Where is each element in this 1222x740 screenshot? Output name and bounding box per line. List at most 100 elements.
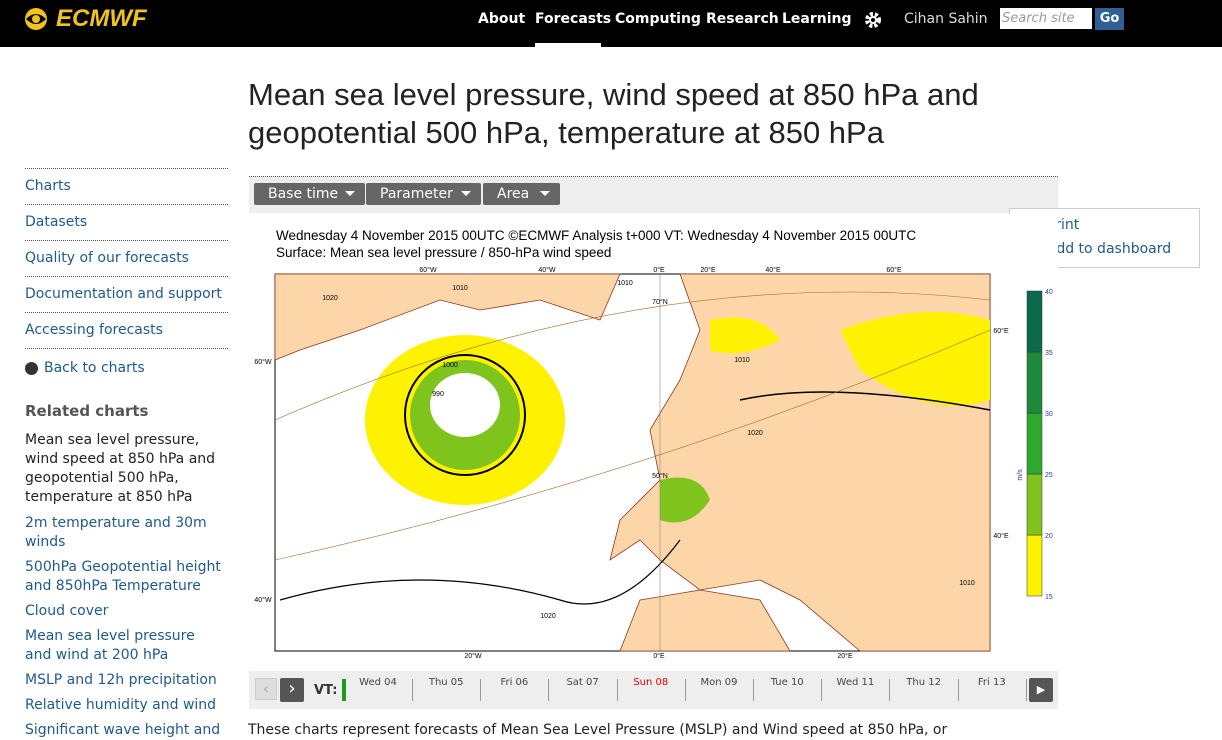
day-label[interactable]: Mon 09	[700, 677, 738, 688]
search-input[interactable]: Search site	[1000, 8, 1092, 29]
vt-label: VT:	[314, 683, 338, 698]
dropdown-button[interactable]: Parameter	[366, 183, 481, 205]
back-icon	[25, 362, 38, 375]
colorbar-tick: 35	[1045, 350, 1053, 357]
day-tick	[1025, 679, 1027, 701]
colorbar-tick: 20	[1045, 533, 1053, 540]
related-heading: Related charts	[25, 402, 149, 420]
day-tick	[821, 679, 823, 701]
lon-label: 0°E	[653, 652, 665, 660]
colorbar-segment	[1026, 412, 1043, 475]
next-button[interactable]: ›	[280, 678, 304, 702]
day-label[interactable]: Wed 11	[836, 677, 875, 688]
page-title: Mean sea level pressure, wind speed at 8…	[248, 77, 979, 150]
colorbar-unit: m/s	[1017, 469, 1024, 481]
wind-scand	[710, 317, 780, 354]
day-tick	[412, 679, 413, 701]
day-tick	[753, 679, 754, 701]
logo[interactable]: ECMWF	[56, 5, 147, 32]
graticule-label: 70°N	[652, 298, 668, 306]
nav-underline	[535, 43, 601, 47]
day-label[interactable]: Thu 12	[906, 677, 941, 688]
isobar-label: 1010	[959, 580, 975, 587]
wind-east	[840, 312, 990, 406]
logo-icon	[25, 8, 47, 30]
dropdown-button[interactable]: Base time	[254, 183, 365, 205]
isobar	[739, 391, 991, 411]
isobar-label: 1020	[540, 613, 556, 620]
related-link[interactable]: 2m temperature and 30m winds	[25, 515, 207, 550]
menu-item[interactable]: Quality of our forecasts	[25, 250, 189, 266]
wind-core	[430, 373, 500, 437]
menu-separator	[25, 168, 228, 169]
nav-item[interactable]: Research	[706, 11, 779, 27]
day-tick	[548, 679, 550, 701]
colorbar-segment	[1026, 534, 1043, 597]
isobar-label: 1010	[734, 357, 750, 364]
isobar	[404, 354, 526, 476]
dashboard-link[interactable]: Add to dashboard	[1047, 241, 1172, 257]
menu-item[interactable]: Charts	[25, 178, 71, 194]
prev-button[interactable]: ‹	[255, 678, 277, 700]
header: ECMWF About Forecasts Computing Research Lea…	[0, 0, 1222, 47]
menu-item[interactable]: Datasets	[25, 214, 88, 230]
day-tick	[957, 679, 959, 701]
isobar-label: 1020	[747, 430, 763, 437]
day-label[interactable]: Fri 13	[977, 677, 1006, 688]
related-link[interactable]: Mean sea level pressure and wind at 200 …	[25, 628, 195, 663]
lon-label: 40°W	[538, 266, 556, 274]
day-tick	[480, 679, 482, 701]
current-chart: Mean sea level pressure, wind speed at 8…	[25, 432, 216, 505]
related-link[interactable]: Significant wave height and	[25, 722, 221, 738]
isobar-label: 1010	[617, 280, 633, 287]
related-link[interactable]: Relative humidity and wind	[25, 697, 217, 713]
day-label[interactable]: Thu 05	[428, 677, 464, 688]
back-link[interactable]: Back to charts	[44, 360, 145, 376]
lat-label: 60°E	[993, 327, 1009, 335]
day-label[interactable]: Sun 08	[633, 677, 669, 688]
user-name[interactable]: Cihan Sahin	[904, 11, 988, 27]
nav-item[interactable]: Forecasts	[535, 11, 612, 27]
lon-label: 20°E	[700, 266, 716, 274]
colorbar-segment	[1026, 351, 1043, 414]
graticule-label: 50°N	[652, 472, 668, 480]
nav-item[interactable]: About	[478, 11, 526, 27]
day-label[interactable]: Sat 07	[566, 677, 599, 688]
lon-label: 20°E	[837, 652, 853, 660]
parallel	[274, 329, 991, 561]
settings-icon[interactable]	[864, 11, 882, 29]
menu-separator	[25, 204, 228, 205]
dropdown-button[interactable]: Area	[483, 183, 560, 205]
menu-item[interactable]: Accessing forecasts	[25, 322, 163, 338]
land-africa	[619, 589, 791, 652]
lon-label: 40°E	[765, 266, 781, 274]
day-label[interactable]: Wed 04	[359, 677, 397, 688]
forecast-map: Wednesday 4 November 2015 00UTC ©ECMWF A…	[249, 214, 1058, 669]
day-label[interactable]: Tue 10	[770, 677, 804, 688]
day-tick	[684, 679, 686, 701]
isobar	[279, 539, 681, 605]
lat-label: 40°W	[254, 596, 272, 604]
isobar-label: 1000	[442, 362, 458, 369]
colorbar-tick: 15	[1045, 594, 1053, 601]
map-caption: Surface: Mean sea level pressure / 850-h…	[276, 245, 611, 260]
play-button[interactable]: ▶	[1029, 678, 1053, 702]
menu-separator	[25, 312, 228, 313]
menu-item[interactable]: Documentation and support	[25, 286, 222, 302]
lon-label: 60°W	[419, 266, 437, 274]
search-button[interactable]: Go	[1095, 8, 1124, 30]
colorbar-tick: 40	[1045, 289, 1053, 296]
related-link[interactable]: MSLP and 12h precipitation	[25, 672, 217, 688]
nav-item[interactable]: Learning	[782, 11, 852, 27]
colorbar-tick: 30	[1045, 411, 1053, 418]
day-tick	[616, 679, 618, 701]
colorbar-tick: 25	[1045, 472, 1053, 479]
lon-label: 0°E	[653, 266, 665, 274]
day-label[interactable]: Fri 06	[500, 677, 529, 688]
related-link[interactable]: Cloud cover	[25, 603, 109, 619]
related-link[interactable]: 500hPa Geopotential height and 850hPa Te…	[25, 559, 221, 594]
day-tick	[889, 679, 891, 701]
wind-france	[660, 477, 710, 523]
nav-item[interactable]: Computing	[615, 11, 701, 27]
